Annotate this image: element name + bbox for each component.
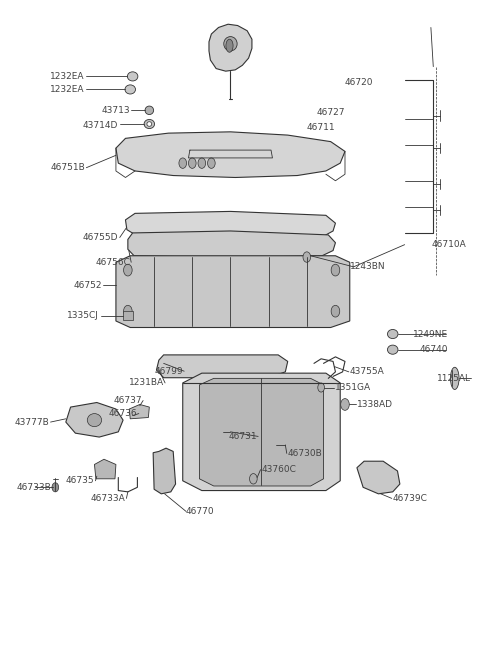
Text: 46737: 46737 [114,396,142,405]
Circle shape [123,305,132,317]
Polygon shape [153,448,176,494]
Text: 1243BN: 1243BN [350,263,385,271]
Text: 43713: 43713 [102,107,130,115]
Text: 46770: 46770 [185,507,214,516]
Polygon shape [199,379,324,486]
Text: 43777B: 43777B [14,418,49,426]
Text: 1249NE: 1249NE [412,329,447,339]
Text: 46730B: 46730B [288,449,323,458]
Polygon shape [183,373,340,491]
Text: 46752: 46752 [73,280,102,290]
Text: 46711: 46711 [307,122,336,132]
Circle shape [198,158,205,168]
Ellipse shape [87,413,102,426]
Text: 46755D: 46755D [83,233,118,242]
Circle shape [341,399,349,410]
Text: 46733A: 46733A [91,494,125,503]
Ellipse shape [145,106,154,115]
Polygon shape [156,355,288,378]
Circle shape [207,158,215,168]
Ellipse shape [450,367,459,390]
Ellipse shape [387,345,398,354]
Text: 46751B: 46751B [50,163,85,172]
Text: 46727: 46727 [316,108,345,117]
Circle shape [331,305,340,317]
Ellipse shape [125,85,135,94]
Text: 1231BA: 1231BA [129,379,164,388]
Text: 46740: 46740 [419,345,447,354]
Text: 46736: 46736 [109,409,137,418]
Circle shape [331,264,340,276]
Ellipse shape [147,122,152,126]
Text: 1232EA: 1232EA [50,85,85,94]
Text: 46733B: 46733B [17,483,51,492]
Ellipse shape [387,329,398,339]
Ellipse shape [144,119,155,128]
Polygon shape [129,404,149,419]
Text: 43760C: 43760C [262,465,296,474]
Text: 1335CJ: 1335CJ [67,311,99,320]
Polygon shape [125,212,336,240]
Text: 46799: 46799 [154,367,183,376]
Text: 46731: 46731 [228,432,257,441]
Circle shape [52,483,59,492]
Ellipse shape [224,37,237,51]
Text: 46710A: 46710A [432,240,467,249]
Circle shape [250,474,257,484]
Circle shape [318,383,324,392]
Ellipse shape [226,39,233,52]
Ellipse shape [127,72,138,81]
Text: 1351GA: 1351GA [336,383,372,392]
Circle shape [189,158,196,168]
Text: 43755A: 43755A [350,367,384,377]
Polygon shape [357,461,400,494]
Circle shape [123,264,132,276]
Text: 1232EA: 1232EA [50,72,85,81]
Text: 1125AL: 1125AL [437,374,471,383]
Text: 46739C: 46739C [393,494,428,503]
Polygon shape [209,24,252,71]
Text: 43714D: 43714D [83,121,118,130]
FancyBboxPatch shape [123,311,132,320]
Polygon shape [128,231,336,257]
Polygon shape [116,255,350,328]
Text: 46756C: 46756C [96,258,130,267]
Text: 46735: 46735 [66,476,95,485]
Polygon shape [116,132,345,178]
Text: 46720: 46720 [345,79,373,87]
Circle shape [179,158,187,168]
Text: 1338AD: 1338AD [357,400,393,409]
Polygon shape [66,403,123,437]
Polygon shape [95,459,116,479]
Circle shape [303,252,311,262]
